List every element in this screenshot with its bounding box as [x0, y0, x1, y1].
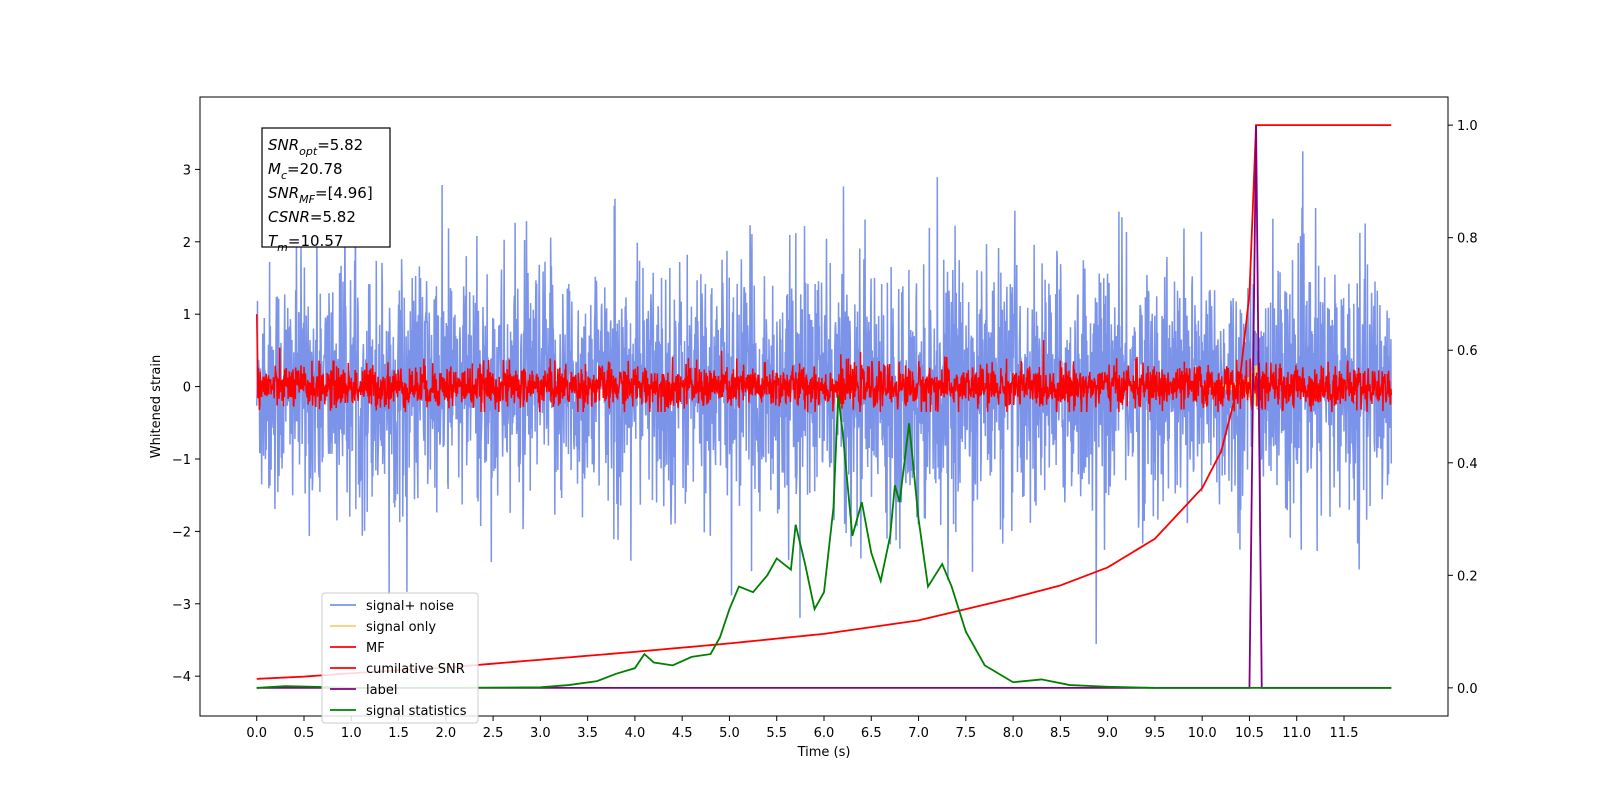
x-tick-label: 2.0: [435, 726, 456, 741]
annotation-line: SNRopt=5.82: [268, 136, 363, 158]
y-right-tick-label: 0.6: [1457, 344, 1478, 359]
y-tick-label: 1: [183, 308, 191, 323]
annotation-line: Tm=10.57: [268, 232, 343, 254]
y-tick-label: −1: [172, 453, 191, 468]
x-tick-label: 7.0: [908, 726, 929, 741]
x-tick-label: 1.5: [388, 726, 409, 741]
legend-entry: label: [366, 683, 397, 698]
y-right-tick-label: 0.0: [1457, 682, 1478, 697]
annotation-frame: [261, 127, 391, 248]
x-tick-label: 0.0: [246, 726, 267, 741]
y-axis-right: 1.0 0.8 0.6 0.4 0.2 0.0: [1448, 119, 1478, 697]
x-tick-label: 5.5: [766, 726, 787, 741]
x-tick-label: 10.0: [1188, 726, 1217, 741]
x-tick-label: 2.5: [483, 726, 504, 741]
x-tick-label: 8.0: [1003, 726, 1024, 741]
y-right-tick-label: 0.4: [1457, 457, 1478, 472]
x-tick-label: 8.5: [1050, 726, 1071, 741]
x-tick-label: 3.5: [577, 726, 598, 741]
x-tick-label: 0.5: [294, 726, 315, 741]
y-right-tick-label: 0.8: [1457, 232, 1478, 247]
x-tick-label: 7.5: [955, 726, 976, 741]
legend-frame: [321, 592, 479, 724]
series-signal-statistics: [256, 395, 1392, 689]
y-tick-label: −3: [172, 598, 191, 613]
annotation-line: CSNR=5.82: [268, 208, 356, 226]
y-right-tick-label: 0.2: [1457, 569, 1478, 584]
x-axis-label: Time (s): [797, 745, 851, 760]
y-tick-label: −2: [172, 525, 191, 540]
y-right-tick-label: 1.0: [1457, 119, 1478, 134]
y-axis-left: 3 2 1 0 −1 −2 −3 −4: [172, 163, 200, 685]
annotation-line: Mc=20.78: [268, 160, 343, 182]
legend: signal+ noise signal only MF cumilative SNR…: [321, 592, 479, 724]
series-signal-noise: [255, 151, 1393, 645]
y-axis-label: Whitened strain: [149, 355, 164, 458]
x-tick-label: 9.5: [1145, 726, 1166, 741]
y-tick-label: 0: [183, 381, 191, 396]
x-tick-label: 10.5: [1235, 726, 1264, 741]
series-mf: [255, 314, 1393, 413]
x-tick-label: 9.0: [1097, 726, 1118, 741]
legend-entry: cumilative SNR: [366, 662, 465, 677]
legend-entry: MF: [366, 641, 385, 656]
x-tick-label: 6.0: [814, 726, 835, 741]
y-tick-label: −4: [172, 670, 191, 685]
x-tick-label: 1.0: [341, 726, 362, 741]
legend-entry: signal only: [366, 620, 436, 635]
x-tick-label: 6.5: [861, 726, 882, 741]
x-tick-label: 4.5: [672, 726, 693, 741]
x-axis: 0.0 0.5 1.0 1.5 2.0 2.5 3.0 3.5 4.0 4.5 5.0 5.5 6.0 6…: [246, 716, 1358, 741]
x-tick-label: 11.5: [1330, 726, 1359, 741]
x-tick-label: 4.0: [625, 726, 646, 741]
x-tick-label: 5.0: [719, 726, 740, 741]
y-tick-label: 3: [183, 163, 191, 178]
x-tick-label: 11.0: [1282, 726, 1311, 741]
annotation-line: SNRMF=[4.96]: [268, 184, 373, 206]
y-tick-label: 2: [183, 236, 191, 251]
x-tick-label: 3.0: [530, 726, 551, 741]
legend-entry: signal statistics: [366, 704, 467, 719]
legend-entry: signal+ noise: [366, 599, 454, 614]
